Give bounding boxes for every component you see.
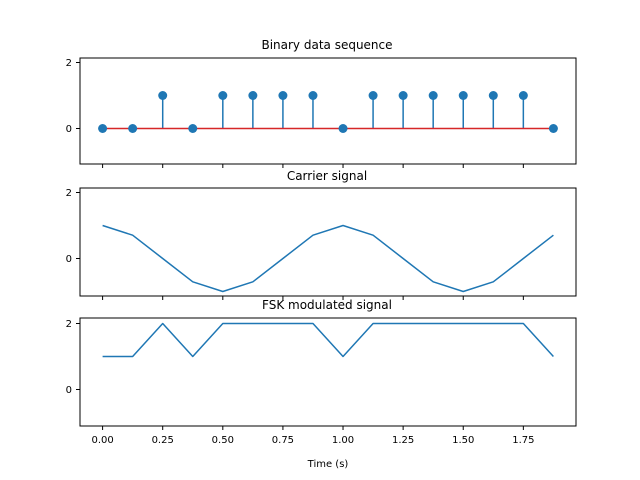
stem-marker bbox=[338, 124, 348, 133]
subplot-3-x-axis: 0.00 0.25 0.50 0.75 1.00 1.25 1.50 1.75 bbox=[91, 426, 534, 446]
series-line bbox=[102, 224, 554, 293]
stem-marker bbox=[218, 91, 228, 100]
stem-marker bbox=[308, 91, 318, 100]
subplot-2-ytick-label-0: 0 bbox=[66, 254, 72, 265]
subplot-3-ytick-label-2: 2 bbox=[66, 319, 72, 330]
stem-marker bbox=[158, 91, 168, 100]
subplot-1-ytick-label-2: 2 bbox=[66, 58, 72, 69]
subplot-1-frame bbox=[79, 57, 577, 165]
subplot-1-x-axis bbox=[102, 164, 524, 168]
subplot-1-y-axis: 0 2 bbox=[66, 58, 80, 135]
subplot-1-title: Binary data sequence bbox=[261, 38, 392, 52]
subplot-2-marks bbox=[102, 224, 554, 293]
subplot-binary-data: Binary data sequence 0 2 bbox=[66, 38, 577, 168]
subplot-3-xtick-label-5: 1.25 bbox=[392, 435, 414, 446]
subplot-carrier: Carrier signal 0 2 bbox=[66, 169, 577, 300]
subplot-1-ytick-label-0: 0 bbox=[66, 124, 72, 135]
stem-marker bbox=[548, 124, 558, 133]
subplot-3-xtick-label-2: 0.50 bbox=[212, 435, 234, 446]
x-axis-label: Time (s) bbox=[307, 459, 349, 470]
subplot-2-x-axis bbox=[102, 296, 524, 300]
subplot-2-y-axis: 0 2 bbox=[66, 188, 80, 265]
stem-marker bbox=[488, 91, 498, 100]
stem-marker bbox=[518, 91, 528, 100]
stem-marker bbox=[458, 91, 468, 100]
stem-marker bbox=[98, 124, 108, 133]
stem-marker bbox=[128, 124, 138, 133]
stem-marker bbox=[368, 91, 378, 100]
subplot-2-frame bbox=[79, 187, 577, 297]
subplot-1-marks bbox=[98, 91, 558, 133]
stem-marker bbox=[248, 91, 258, 100]
subplot-3-frame bbox=[79, 317, 577, 427]
subplot-3-y-axis: 0 2 bbox=[66, 319, 80, 396]
series-line bbox=[102, 322, 554, 358]
stem-marker bbox=[398, 91, 408, 100]
subplot-2-ytick-label-2: 2 bbox=[66, 188, 72, 199]
stem-marker bbox=[188, 124, 198, 133]
subplot-3-title: FSK modulated signal bbox=[262, 298, 392, 312]
subplot-2-title: Carrier signal bbox=[287, 169, 367, 183]
subplot-3-ytick-label-0: 0 bbox=[66, 385, 72, 396]
subplot-3-xtick-label-3: 0.75 bbox=[272, 435, 294, 446]
subplot-3-xtick-label-1: 0.25 bbox=[152, 435, 174, 446]
subplot-3-xtick-label-7: 1.75 bbox=[512, 435, 534, 446]
stem-marker bbox=[278, 91, 288, 100]
subplot-3-xtick-label-0: 0.00 bbox=[91, 435, 113, 446]
subplot-3-xtick-label-6: 1.50 bbox=[452, 435, 474, 446]
subplot-3-marks bbox=[102, 322, 554, 358]
stem-marker bbox=[428, 91, 438, 100]
subplot-3-xtick-label-4: 1.00 bbox=[332, 435, 354, 446]
subplot-fsk: FSK modulated signal 0 2 0.00 0.25 0.50 0.7… bbox=[66, 298, 577, 470]
